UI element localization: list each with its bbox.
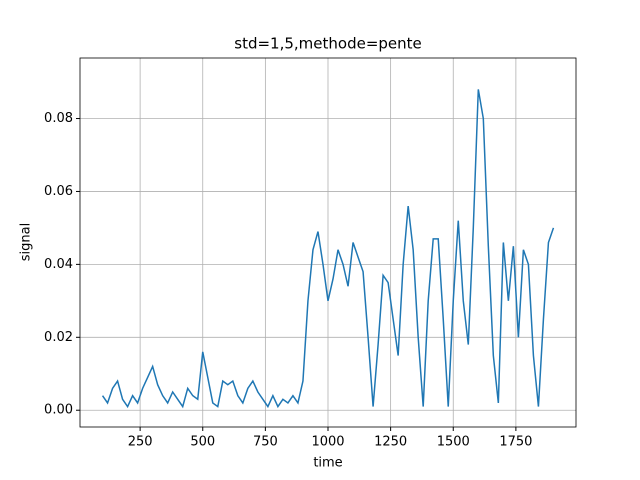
x-tick-label: 250 <box>128 435 153 450</box>
x-tick-label: 750 <box>253 435 278 450</box>
x-tick-label: 1250 <box>374 435 407 450</box>
y-tick-label: 0.02 <box>44 330 73 345</box>
y-tick-label: 0.00 <box>44 403 73 418</box>
data-line <box>101 89 555 409</box>
y-tick-label: 0.08 <box>44 111 73 126</box>
x-tick-label: 1500 <box>437 435 470 450</box>
chart-title: std=1,5,methode=pente <box>234 35 422 53</box>
x-axis-label: time <box>313 456 342 471</box>
y-tick-label: 0.06 <box>44 184 73 199</box>
y-tick-label: 0.04 <box>44 257 73 272</box>
x-tick-label: 1750 <box>499 435 532 450</box>
y-axis-label: signal <box>19 223 34 261</box>
plot-frame <box>79 57 577 428</box>
x-tick-label: 1000 <box>311 435 344 450</box>
x-tick-label: 500 <box>190 435 215 450</box>
